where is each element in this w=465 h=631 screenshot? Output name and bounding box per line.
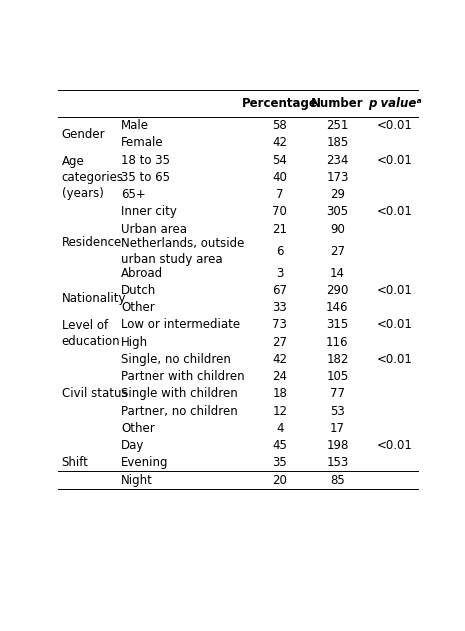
- Text: <0.01: <0.01: [377, 153, 413, 167]
- Text: 173: 173: [326, 171, 349, 184]
- Text: 305: 305: [326, 205, 348, 218]
- Text: High: High: [121, 336, 148, 348]
- Text: Shift: Shift: [62, 456, 89, 469]
- Text: 251: 251: [326, 119, 349, 132]
- Text: 90: 90: [330, 223, 345, 235]
- Text: 3: 3: [276, 267, 284, 280]
- Text: <0.01: <0.01: [377, 205, 413, 218]
- Text: Evening: Evening: [121, 456, 169, 469]
- Text: Number: Number: [311, 97, 364, 110]
- Text: Abroad: Abroad: [121, 267, 163, 280]
- Text: <0.01: <0.01: [377, 319, 413, 331]
- Text: Female: Female: [121, 136, 164, 150]
- Text: Other: Other: [121, 301, 155, 314]
- Text: 146: 146: [326, 301, 349, 314]
- Text: <0.01: <0.01: [377, 119, 413, 132]
- Text: Inner city: Inner city: [121, 205, 177, 218]
- Text: Civil status: Civil status: [62, 387, 127, 400]
- Text: 73: 73: [272, 319, 287, 331]
- Text: 54: 54: [272, 153, 287, 167]
- Text: 7: 7: [276, 188, 284, 201]
- Text: 33: 33: [272, 301, 287, 314]
- Text: Low or intermediate: Low or intermediate: [121, 319, 240, 331]
- Text: Nationality: Nationality: [62, 293, 126, 305]
- Text: Partner, no children: Partner, no children: [121, 404, 238, 418]
- Text: 315: 315: [326, 319, 349, 331]
- Text: 12: 12: [272, 404, 287, 418]
- Text: 185: 185: [326, 136, 349, 150]
- Text: 58: 58: [272, 119, 287, 132]
- Text: 40: 40: [272, 171, 287, 184]
- Text: 290: 290: [326, 284, 349, 297]
- Text: <0.01: <0.01: [377, 284, 413, 297]
- Text: Netherlands, outside
urban study area: Netherlands, outside urban study area: [121, 237, 245, 266]
- Text: Gender: Gender: [62, 127, 106, 141]
- Text: Partner with children: Partner with children: [121, 370, 245, 383]
- Text: p valueᵃ: p valueᵃ: [368, 97, 422, 110]
- Text: 35 to 65: 35 to 65: [121, 171, 170, 184]
- Text: 77: 77: [330, 387, 345, 400]
- Text: Dutch: Dutch: [121, 284, 156, 297]
- Text: 42: 42: [272, 136, 287, 150]
- Text: Percentage: Percentage: [242, 97, 318, 110]
- Text: 116: 116: [326, 336, 349, 348]
- Text: 4: 4: [276, 422, 284, 435]
- Text: 198: 198: [326, 439, 349, 452]
- Text: 67: 67: [272, 284, 287, 297]
- Text: 53: 53: [330, 404, 345, 418]
- Text: 17: 17: [330, 422, 345, 435]
- Text: 27: 27: [330, 245, 345, 257]
- Text: 105: 105: [326, 370, 349, 383]
- Text: 65+: 65+: [121, 188, 146, 201]
- Text: Urban area: Urban area: [121, 223, 187, 235]
- Text: 153: 153: [326, 456, 349, 469]
- Text: 21: 21: [272, 223, 287, 235]
- Text: Day: Day: [121, 439, 145, 452]
- Text: Night: Night: [121, 474, 153, 487]
- Text: Age
categories
(years): Age categories (years): [62, 155, 124, 200]
- Text: <0.01: <0.01: [377, 439, 413, 452]
- Text: Residence: Residence: [62, 236, 122, 249]
- Text: Single, no children: Single, no children: [121, 353, 231, 366]
- Text: 234: 234: [326, 153, 349, 167]
- Text: 29: 29: [330, 188, 345, 201]
- Text: 20: 20: [272, 474, 287, 487]
- Text: 70: 70: [272, 205, 287, 218]
- Text: Single with children: Single with children: [121, 387, 238, 400]
- Text: 24: 24: [272, 370, 287, 383]
- Text: 182: 182: [326, 353, 349, 366]
- Text: 27: 27: [272, 336, 287, 348]
- Text: Other: Other: [121, 422, 155, 435]
- Text: Male: Male: [121, 119, 149, 132]
- Text: 42: 42: [272, 353, 287, 366]
- Text: <0.01: <0.01: [377, 353, 413, 366]
- Text: 85: 85: [330, 474, 345, 487]
- Text: Level of
education: Level of education: [62, 319, 120, 348]
- Text: 35: 35: [272, 456, 287, 469]
- Text: 6: 6: [276, 245, 284, 257]
- Text: 18: 18: [272, 387, 287, 400]
- Text: 14: 14: [330, 267, 345, 280]
- Text: 18 to 35: 18 to 35: [121, 153, 170, 167]
- Text: 45: 45: [272, 439, 287, 452]
